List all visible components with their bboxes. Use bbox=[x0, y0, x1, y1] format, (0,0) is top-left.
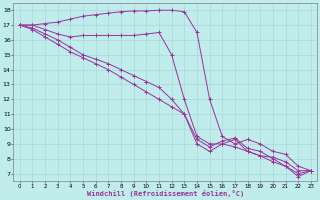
X-axis label: Windchill (Refroidissement éolien,°C): Windchill (Refroidissement éolien,°C) bbox=[87, 190, 244, 197]
